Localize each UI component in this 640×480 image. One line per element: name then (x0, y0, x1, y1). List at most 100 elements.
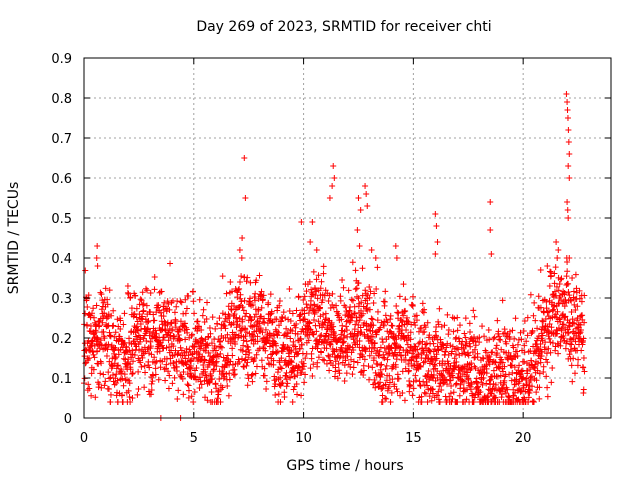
data-point (219, 384, 226, 391)
data-point (358, 329, 365, 336)
data-point (185, 382, 192, 389)
data-point (137, 296, 144, 303)
data-point (564, 330, 571, 337)
data-point (252, 370, 259, 377)
data-point (545, 308, 552, 315)
data-point (232, 341, 239, 348)
data-point (352, 267, 359, 274)
data-point (330, 328, 337, 335)
data-point (576, 287, 583, 294)
data-point (135, 386, 142, 393)
data-point (574, 303, 581, 310)
data-point (196, 323, 203, 330)
data-point (436, 305, 443, 312)
data-point (360, 367, 367, 374)
data-point (242, 333, 249, 340)
data-point (451, 315, 458, 322)
data-point (332, 358, 339, 365)
data-point (434, 347, 441, 354)
data-point (85, 292, 92, 299)
data-point (229, 361, 236, 368)
data-point (569, 319, 576, 326)
data-point (242, 195, 249, 201)
data-point (240, 307, 247, 314)
data-point (416, 363, 423, 370)
data-point (574, 324, 581, 331)
data-point (454, 314, 461, 321)
data-point (112, 344, 119, 351)
data-point (350, 297, 357, 304)
data-point (545, 327, 552, 334)
data-point (525, 394, 532, 401)
data-point (409, 302, 416, 309)
data-point (100, 371, 107, 378)
data-point (123, 344, 130, 351)
data-point (494, 350, 501, 357)
data-point (372, 255, 379, 261)
data-point (125, 290, 132, 297)
data-point (278, 317, 285, 324)
data-point (499, 359, 506, 366)
data-point (114, 316, 121, 323)
data-point (329, 290, 336, 297)
data-point (100, 299, 107, 306)
data-point (140, 307, 147, 314)
data-point (251, 322, 258, 329)
data-point (225, 392, 232, 399)
data-point (220, 370, 227, 377)
data-point (98, 306, 105, 313)
data-point (488, 251, 495, 257)
data-point (360, 371, 367, 378)
data-point (296, 345, 303, 352)
data-point (287, 358, 294, 365)
data-point (369, 364, 376, 371)
plot-frame (83, 57, 612, 419)
data-point (91, 314, 98, 321)
data-point (283, 376, 290, 383)
data-point (265, 299, 272, 306)
data-point (567, 348, 574, 355)
data-point (400, 312, 407, 319)
data-point (537, 304, 544, 311)
data-point (217, 399, 224, 405)
data-point (353, 317, 360, 324)
data-point (230, 302, 237, 309)
data-point (489, 349, 496, 356)
data-point (534, 325, 541, 332)
data-point (419, 300, 426, 307)
data-point (262, 326, 269, 333)
data-point (518, 387, 525, 394)
data-point (568, 362, 575, 369)
data-point (314, 359, 321, 366)
data-point (170, 343, 177, 350)
data-point (511, 335, 518, 342)
data-point (191, 343, 198, 350)
data-point (387, 399, 394, 405)
y-tick-label: 0.6 (51, 172, 72, 187)
data-point (544, 359, 551, 366)
axis-ticks (83, 57, 611, 419)
data-point (243, 278, 250, 285)
data-point (159, 342, 166, 349)
data-point (371, 290, 378, 297)
data-point (533, 389, 540, 396)
data-point (141, 363, 148, 370)
data-point (521, 396, 528, 403)
data-point (466, 340, 473, 347)
data-point (276, 322, 283, 329)
data-point (386, 372, 393, 379)
data-point (187, 370, 194, 377)
data-point (259, 318, 266, 325)
data-point (188, 332, 195, 339)
data-point (249, 371, 256, 378)
data-point (109, 323, 116, 330)
y-tick-label: 0 (64, 412, 72, 427)
data-point (140, 308, 147, 315)
data-point (233, 321, 240, 328)
data-point (383, 395, 390, 402)
data-point (419, 338, 426, 345)
data-point (430, 390, 437, 397)
data-point (566, 351, 573, 358)
data-point (382, 395, 389, 402)
data-point (544, 393, 551, 400)
